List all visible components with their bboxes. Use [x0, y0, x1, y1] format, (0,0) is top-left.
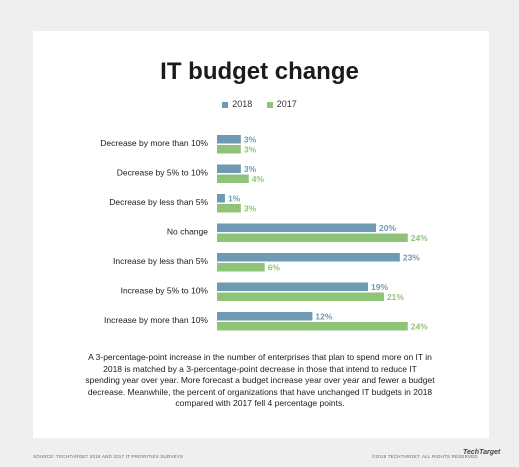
data-label-2018: 1% [228, 194, 241, 204]
chart-legend: 2018 2017 [0, 99, 519, 109]
data-label-2018: 3% [244, 164, 257, 174]
data-label-2018: 20% [379, 223, 396, 233]
bar-2018 [217, 253, 400, 262]
data-label-2017: 3% [244, 204, 257, 214]
category-label: Decrease by more than 10% [100, 138, 208, 148]
legend-item-2017: 2017 [266, 99, 297, 109]
bar-2017 [217, 292, 384, 301]
data-label-2017: 24% [411, 233, 428, 243]
data-label-2018: 12% [315, 312, 332, 322]
bar-2017 [217, 233, 408, 242]
copyright-note: ©2018 TECHTARGET. ALL RIGHTS RESERVED [372, 454, 478, 459]
data-label-2017: 3% [244, 145, 257, 155]
source-note: SOURCE: TECHTARGET 2018 AND 2017 IT PRIO… [33, 454, 184, 459]
bar-2017 [217, 145, 241, 154]
chart-caption: A 3-percentage-point increase in the num… [85, 352, 435, 408]
category-label: Increase by less than 5% [113, 256, 208, 266]
bar-2017 [217, 204, 241, 213]
legend-label-2017: 2017 [276, 99, 297, 109]
bar-2018 [217, 312, 313, 321]
bar-2018 [217, 223, 376, 232]
data-label-2018: 3% [244, 135, 257, 145]
legend-label-2018: 2018 [232, 99, 253, 109]
category-label: No change [167, 227, 208, 237]
bar-2018 [217, 164, 241, 173]
data-label-2018: 19% [371, 282, 388, 292]
category-label: Decrease by less than 5% [109, 197, 208, 207]
brand-logo: TechTarget [463, 449, 501, 456]
category-label: Increase by more than 10% [104, 315, 208, 325]
chart-title: IT budget change [160, 58, 359, 85]
bar-2018 [217, 282, 369, 291]
bar-2017 [217, 263, 265, 272]
category-label: Decrease by 5% to 10% [117, 168, 209, 178]
legend-item-2018: 2018 [222, 99, 252, 109]
bar-2018 [217, 194, 225, 203]
legend-swatch-2018 [222, 101, 229, 108]
bar-2017 [217, 174, 249, 183]
category-label: Increase by 5% to 10% [121, 286, 209, 296]
data-label-2017: 24% [411, 322, 428, 332]
data-label-2017: 21% [387, 292, 404, 302]
data-label-2017: 6% [268, 263, 281, 273]
bar-2017 [217, 322, 408, 331]
bar-2018 [217, 135, 241, 144]
data-label-2018: 23% [403, 253, 420, 263]
data-label-2017: 4% [252, 174, 265, 184]
legend-swatch-2017 [266, 101, 273, 108]
